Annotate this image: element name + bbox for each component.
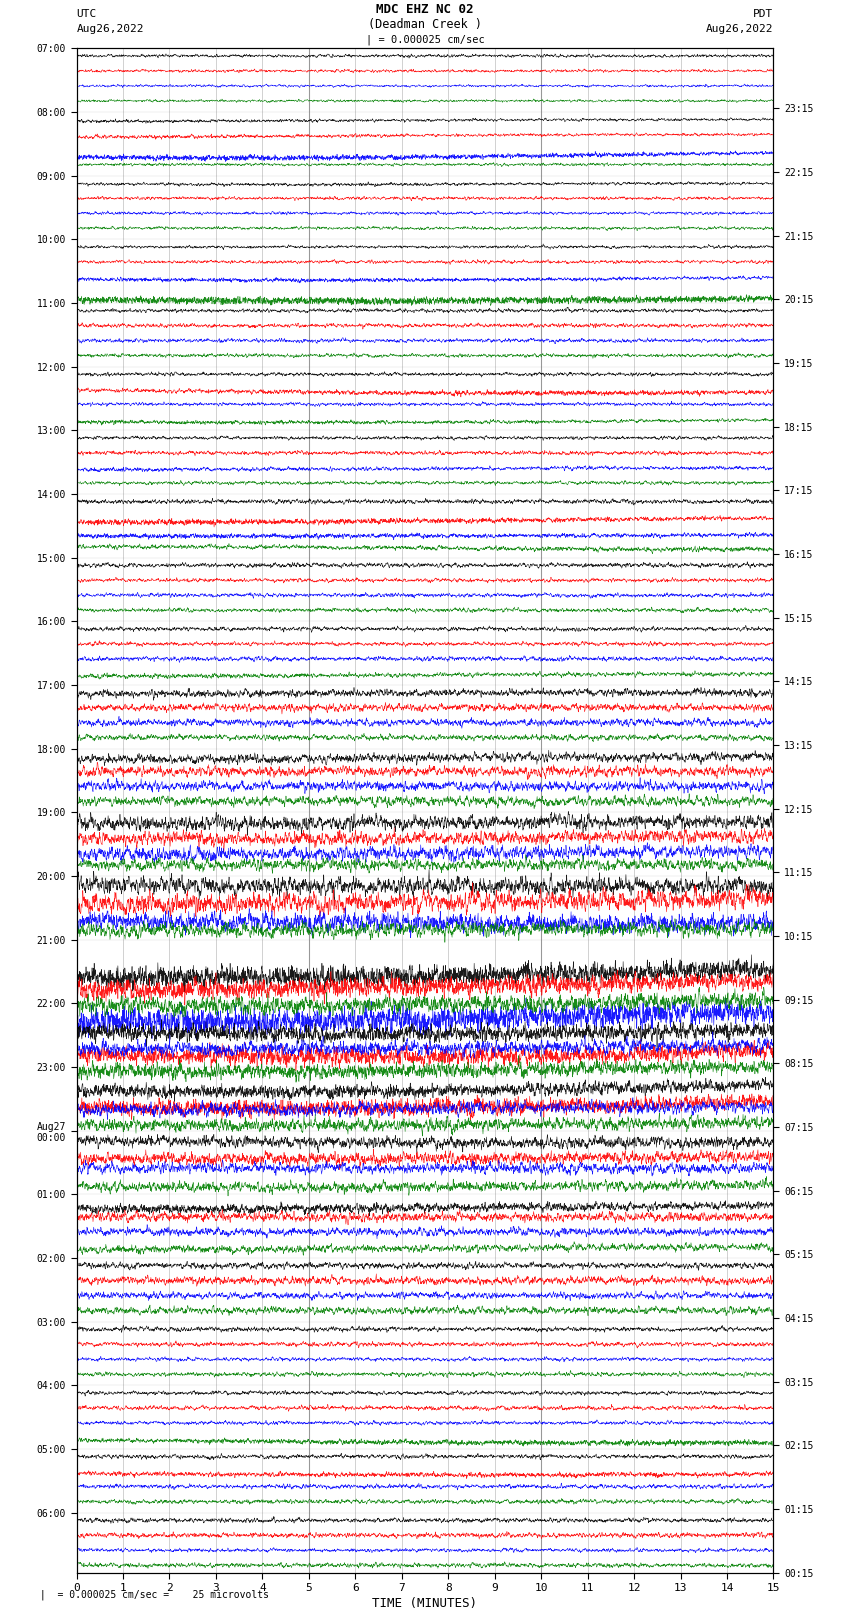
Text: Aug26,2022: Aug26,2022 xyxy=(76,24,144,34)
Text: |  = 0.000025 cm/sec =    25 microvolts: | = 0.000025 cm/sec = 25 microvolts xyxy=(34,1589,269,1600)
X-axis label: TIME (MINUTES): TIME (MINUTES) xyxy=(372,1597,478,1610)
Text: UTC: UTC xyxy=(76,10,97,19)
Text: Aug26,2022: Aug26,2022 xyxy=(706,24,774,34)
Text: | = 0.000025 cm/sec: | = 0.000025 cm/sec xyxy=(366,34,484,45)
Text: MDC EHZ NC 02: MDC EHZ NC 02 xyxy=(377,3,473,16)
Text: (Deadman Creek ): (Deadman Creek ) xyxy=(368,18,482,31)
Text: PDT: PDT xyxy=(753,10,774,19)
